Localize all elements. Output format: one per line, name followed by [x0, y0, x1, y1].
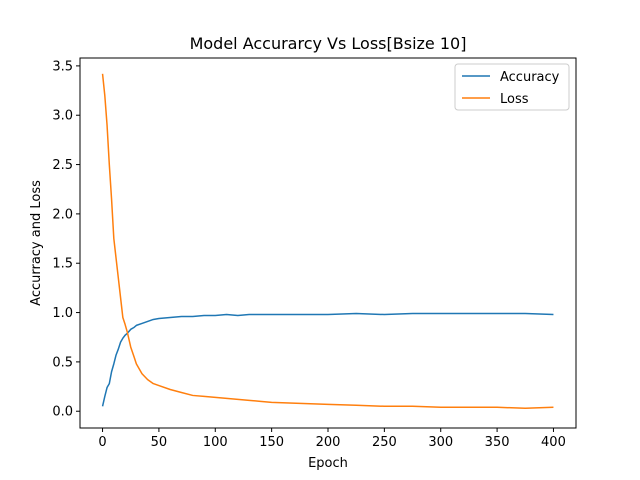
x-axis-ticks: 0 50 100 150 200 250 300 350 400 — [98, 428, 566, 450]
y-tick-label: 3.5 — [52, 59, 73, 74]
y-axis-ticks: 0.0 0.5 1.0 1.5 2.0 2.5 3.0 3.5 — [52, 59, 80, 420]
y-axis-label: Accurracy and Loss — [29, 180, 44, 306]
legend-label-loss: Loss — [500, 92, 529, 107]
plot-frame — [79, 57, 577, 429]
y-tick-label: 3.0 — [52, 109, 73, 124]
x-tick-label: 300 — [428, 435, 453, 450]
x-tick-label: 250 — [372, 435, 397, 450]
y-tick-label: 2.0 — [52, 207, 73, 222]
x-tick-label: 350 — [485, 435, 510, 450]
x-tick-label: 50 — [151, 435, 168, 450]
series-line-loss — [101, 73, 554, 410]
y-tick-label: 0.0 — [52, 405, 73, 420]
x-tick-label: 200 — [316, 435, 341, 450]
y-tick-label: 1.5 — [52, 257, 73, 272]
legend-label-accuracy: Accuracy — [500, 70, 560, 85]
y-tick-label: 0.5 — [52, 355, 73, 370]
series-line-accuracy — [101, 312, 554, 407]
x-tick-label: 0 — [98, 435, 106, 450]
series-layer — [101, 73, 554, 410]
y-tick-label: 1.0 — [52, 306, 73, 321]
legend: Accuracy Loss — [454, 63, 570, 111]
y-tick-label: 2.5 — [52, 158, 73, 173]
chart-title: Model Accurarcy Vs Loss[Bsize 10] — [190, 34, 467, 53]
x-tick-label: 100 — [203, 435, 228, 450]
x-tick-label: 150 — [259, 435, 284, 450]
x-axis-label: Epoch — [308, 456, 348, 471]
x-tick-label: 400 — [541, 435, 566, 450]
